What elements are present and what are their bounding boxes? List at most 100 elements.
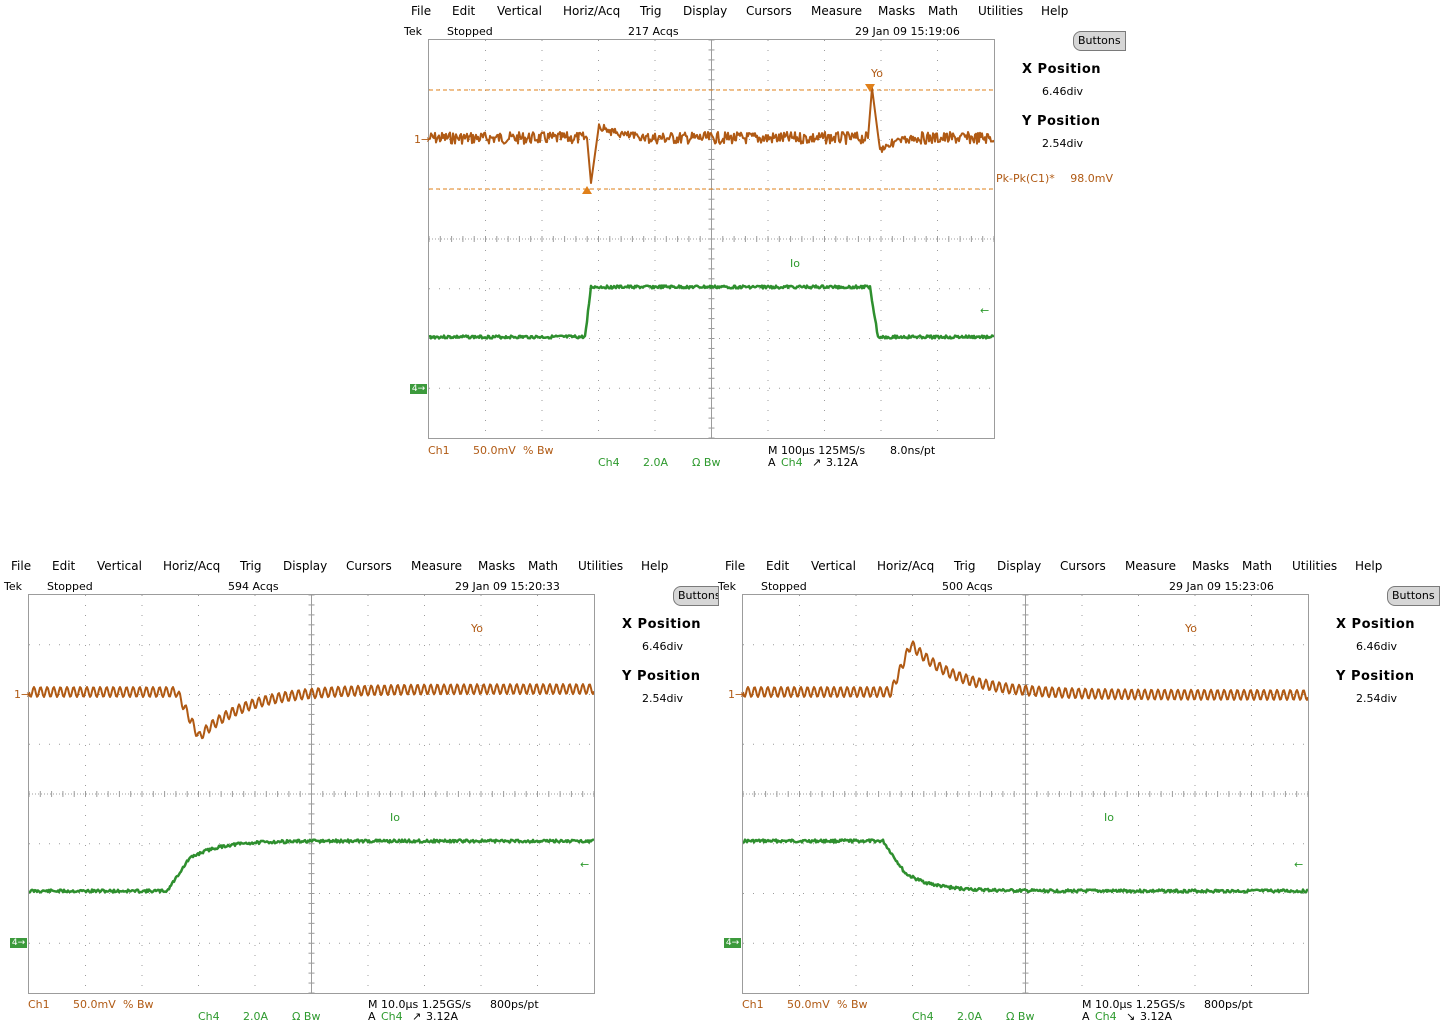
ch1-flags: % Bw — [837, 998, 868, 1011]
trigger-slope-icon: ↘ — [1126, 1010, 1136, 1023]
waveform-display[interactable] — [28, 594, 595, 994]
menu-masks[interactable]: Masks — [478, 559, 516, 573]
menu-cursors[interactable]: Cursors — [746, 4, 792, 18]
y-position-value: 2.54div — [1042, 137, 1084, 150]
menu-edit[interactable]: Edit — [52, 559, 76, 573]
acq-state: Stopped — [761, 580, 807, 593]
trace-label-io: Io — [790, 257, 800, 270]
ch4-label: Ch4 — [198, 1010, 220, 1023]
y-position-value: 2.54div — [642, 692, 684, 705]
menu-help[interactable]: Help — [641, 559, 669, 573]
y-position-title: Y Position — [622, 669, 701, 684]
trace-label-yo: Yo — [1185, 622, 1197, 635]
channel-footer: Ch1 50.0mV % Bw Ch4 2.0A Ω Bw M 10.0µs 1… — [28, 998, 588, 1026]
trace-label-yo: Yo — [471, 622, 483, 635]
menu-math[interactable]: Math — [928, 4, 959, 18]
x-position-title: X Position — [622, 617, 702, 632]
menu-trig[interactable]: Trig — [640, 4, 662, 18]
ch4-scale: 2.0A — [243, 1010, 269, 1023]
menu-vertical[interactable]: Vertical — [97, 559, 142, 573]
menu-edit[interactable]: Edit — [452, 4, 476, 18]
ch1-scale: 50.0mV — [473, 444, 516, 457]
position-panel: X Position 6.46div Y Position 2.54div — [1022, 62, 1101, 150]
menu-masks[interactable]: Masks — [1192, 559, 1230, 573]
menu-utilities[interactable]: Utilities — [978, 4, 1024, 18]
menu-vertical[interactable]: Vertical — [497, 4, 542, 18]
measurement-min-marker — [582, 186, 592, 194]
waveform-plot — [429, 40, 994, 438]
ch1-ground-marker: 1→ — [728, 688, 745, 701]
acq-count: 500 Acqs — [942, 580, 993, 593]
measurement-name: Pk-Pk(C1)* — [996, 172, 1055, 185]
trigger-source: Ch4 — [781, 456, 803, 469]
menu-horiz-acq[interactable]: Horiz/Acq — [877, 559, 935, 573]
menu-file[interactable]: File — [725, 559, 746, 573]
ch1-label: Ch1 — [428, 444, 450, 457]
ch1-waveform-yo — [429, 87, 994, 184]
menu-utilities[interactable]: Utilities — [578, 559, 624, 573]
menu-measure[interactable]: Measure — [411, 559, 462, 573]
menu-utilities[interactable]: Utilities — [1292, 559, 1338, 573]
menu-file[interactable]: File — [411, 4, 432, 18]
timebase: M 100µs 125MS/s — [768, 444, 866, 457]
trigger-level-arrow: ← — [1294, 858, 1304, 871]
menu-cursors[interactable]: Cursors — [1060, 559, 1106, 573]
menu-edit[interactable]: Edit — [766, 559, 790, 573]
menu-cursors[interactable]: Cursors — [346, 559, 392, 573]
ch4-flags: Ω Bw — [692, 456, 721, 469]
y-position-value: 2.54div — [1356, 692, 1398, 705]
menu-bar: File Edit Vertical Horiz/Acq Trig Displa… — [400, 4, 1100, 20]
waveform-plot — [743, 595, 1308, 993]
brand-label: Tek — [718, 580, 736, 593]
buttons-toggle[interactable]: Buttons — [1073, 31, 1126, 51]
channel-footer: Ch1 50.0mV % Bw Ch4 2.0A Ω Bw M 10.0µs 1… — [742, 998, 1302, 1026]
x-position-value: 6.46div — [1356, 640, 1398, 653]
ch1-waveform-yo — [29, 683, 594, 740]
channel-footer: Ch1 50.0mV % Bw Ch4 2.0A Ω Bw M 100µs 12… — [428, 444, 988, 472]
menu-math[interactable]: Math — [528, 559, 559, 573]
menu-help[interactable]: Help — [1355, 559, 1383, 573]
status-bar: Tek Stopped 500 Acqs 29 Jan 09 15:23:06 — [714, 580, 1314, 594]
measurement-max-marker — [865, 84, 875, 92]
menu-measure[interactable]: Measure — [1125, 559, 1176, 573]
menu-file[interactable]: File — [11, 559, 32, 573]
timebase: M 10.0µs 1.25GS/s — [368, 998, 472, 1011]
ch1-label: Ch1 — [28, 998, 50, 1011]
menu-trig[interactable]: Trig — [240, 559, 262, 573]
menu-vertical[interactable]: Vertical — [811, 559, 856, 573]
menu-display[interactable]: Display — [283, 559, 328, 573]
menu-math[interactable]: Math — [1242, 559, 1273, 573]
ch1-ground-marker: 1→ — [414, 133, 431, 146]
measurement-readout: Pk-Pk(C1)* 98.0mV — [996, 172, 1113, 185]
trigger-level: 3.12A — [1140, 1010, 1173, 1023]
menu-masks[interactable]: Masks — [878, 4, 916, 18]
trigger-level: 3.12A — [426, 1010, 459, 1023]
ch4-waveform-io — [29, 838, 594, 894]
position-panel: X Position 6.46div Y Position 2.54div — [1336, 617, 1415, 705]
trace-label-yo: Yo — [871, 67, 883, 80]
timebase: M 10.0µs 1.25GS/s — [1082, 998, 1186, 1011]
waveform-display[interactable] — [742, 594, 1309, 994]
menu-horiz-acq[interactable]: Horiz/Acq — [563, 4, 621, 18]
ch1-waveform-yo — [743, 640, 1308, 701]
status-bar: Tek Stopped 594 Acqs 29 Jan 09 15:20:33 — [0, 580, 600, 594]
buttons-toggle[interactable]: Buttons — [1387, 586, 1440, 606]
y-position-title: Y Position — [1336, 669, 1415, 684]
menu-display[interactable]: Display — [683, 4, 728, 18]
menu-display[interactable]: Display — [997, 559, 1042, 573]
trigger-level-arrow: ← — [580, 858, 590, 871]
trace-label-io: Io — [1104, 811, 1114, 824]
buttons-toggle[interactable]: Buttons — [673, 586, 719, 606]
ch1-label: Ch1 — [742, 998, 764, 1011]
timestamp: 29 Jan 09 15:23:06 — [1169, 580, 1274, 593]
x-position-title: X Position — [1022, 62, 1102, 77]
menu-horiz-acq[interactable]: Horiz/Acq — [163, 559, 221, 573]
trigger-source: Ch4 — [381, 1010, 403, 1023]
menu-measure[interactable]: Measure — [811, 4, 862, 18]
menu-help[interactable]: Help — [1041, 4, 1069, 18]
menu-trig[interactable]: Trig — [954, 559, 976, 573]
ch1-flags: % Bw — [523, 444, 554, 457]
sample-resolution: 800ps/pt — [1204, 998, 1253, 1011]
waveform-display[interactable] — [428, 39, 995, 439]
timestamp: 29 Jan 09 15:20:33 — [455, 580, 560, 593]
